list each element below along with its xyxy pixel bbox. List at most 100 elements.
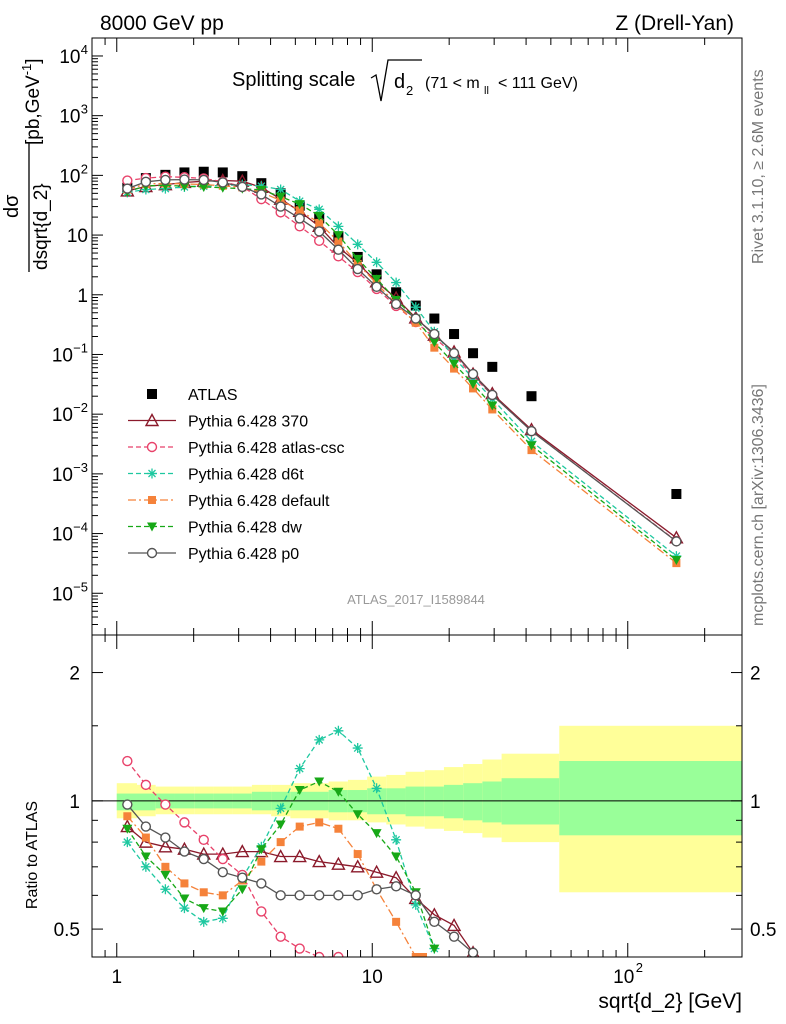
data-point-pythia-6-428-default bbox=[295, 206, 304, 215]
ratio-point-pythia-6-428-default bbox=[123, 812, 132, 821]
main-ytick-label: 10 bbox=[52, 465, 73, 486]
ratio-point-pythia-6-428-p0 bbox=[467, 947, 479, 957]
ratio-point-pythia-6-428-p0 bbox=[237, 872, 248, 883]
ratio-point-pythia-6-428-p0 bbox=[314, 890, 325, 901]
data-point-pythia-6-428-dw bbox=[198, 182, 209, 192]
ratio-stat-band bbox=[405, 786, 425, 817]
ylabel-denominator: dsqrt{d_2} bbox=[31, 183, 52, 270]
data-point-atlas bbox=[198, 166, 209, 177]
ylabel-numerator: dσ bbox=[1, 194, 23, 218]
data-point-pythia-6-428-p0 bbox=[371, 281, 382, 292]
ratio-point-pythia-6-428-d6t bbox=[391, 834, 402, 845]
ratio-point-pythia-6-428-d6t bbox=[122, 837, 133, 848]
ratio-point-pythia-6-428-p0 bbox=[217, 866, 228, 878]
data-point-pythia-6-428-p0 bbox=[352, 263, 363, 275]
ratio-point-pythia-6-428-atlas-csc bbox=[140, 779, 152, 791]
series-line-pythia-6-428-p0 bbox=[127, 178, 677, 542]
ratio-point-pythia-6-428-p0 bbox=[294, 890, 305, 901]
data-point-pythia-6-428-dw bbox=[526, 441, 537, 451]
title-sqrt-sign bbox=[370, 59, 422, 102]
ratio-line-pythia-6-428-d6t bbox=[126, 730, 435, 949]
ratio-point-pythia-6-428-default bbox=[392, 917, 401, 926]
data-point-pythia-6-428-p0 bbox=[160, 174, 171, 186]
ratio-point-pythia-6-428-dw bbox=[160, 870, 171, 880]
legend: ATLAS Pythia 6.428 370 Pythia 6.428 atlas-… bbox=[128, 387, 345, 563]
ratio-point-pythia-6-428-p0 bbox=[429, 916, 440, 928]
data-point-pythia-6-428-p0 bbox=[256, 189, 267, 200]
legend-label-pythia-6-428-d6t: Pythia 6.428 d6t bbox=[188, 467, 304, 484]
data-point-pythia-6-428-p0 bbox=[410, 313, 421, 324]
data-point-pythia-6-428-d6t bbox=[371, 257, 382, 268]
ratio-stat-band bbox=[482, 781, 502, 823]
ratio-point-pythia-6-428-370 bbox=[446, 917, 462, 932]
ratio-point-pythia-6-428-p0 bbox=[410, 890, 421, 901]
ratio-point-pythia-6-428-atlas-csc bbox=[294, 943, 305, 954]
legend-marker-pythia-6-428-dw bbox=[147, 522, 157, 532]
ratio-ytick-label: 1 bbox=[69, 792, 80, 813]
title-cut-end: < 111 GeV) bbox=[498, 75, 578, 92]
ratio-point-pythia-6-428-370 bbox=[312, 854, 327, 868]
ratio-point-pythia-6-428-dw bbox=[294, 786, 305, 796]
data-point-pythia-6-428-p0 bbox=[429, 328, 440, 340]
series-line-pythia-6-428-default bbox=[127, 182, 677, 564]
data-point-pythia-6-428-p0 bbox=[448, 348, 460, 359]
ratio-point-pythia-6-428-atlas-csc bbox=[122, 755, 133, 767]
ratio-point-pythia-6-428-dw bbox=[217, 907, 228, 917]
ratio-point-pythia-6-428-p0 bbox=[275, 890, 286, 901]
ratio-point-pythia-6-428-p0 bbox=[256, 878, 267, 889]
main-ytick-exponent: −2 bbox=[73, 400, 88, 415]
data-point-pythia-6-428-dw bbox=[671, 556, 682, 566]
ratio-point-pythia-6-428-d6t bbox=[217, 913, 228, 924]
ratio-point-pythia-6-428-default bbox=[199, 888, 208, 897]
legend-label-pythia-6-428-default: Pythia 6.428 default bbox=[188, 493, 330, 510]
data-point-pythia-6-428-d6t bbox=[314, 204, 325, 215]
data-point-pythia-6-428-p0 bbox=[314, 226, 325, 237]
data-point-pythia-6-428-d6t bbox=[410, 302, 421, 313]
ratio-point-pythia-6-428-370 bbox=[235, 844, 250, 858]
ratio-frame bbox=[91, 634, 743, 958]
legend-marker-pythia-6-428-370 bbox=[144, 413, 160, 427]
mcplots-label: mcplots.cern.ch [arXiv:1306.3436] bbox=[750, 384, 767, 626]
ratio-point-pythia-6-428-p0 bbox=[371, 884, 382, 895]
main-ytick-exponent: −1 bbox=[73, 340, 88, 355]
ratio-point-pythia-6-428-p0 bbox=[390, 881, 402, 892]
data-point-pythia-6-428-dw bbox=[314, 211, 325, 221]
ratio-point-pythia-6-428-default bbox=[419, 953, 428, 957]
ratio-point-pythia-6-428-d6t bbox=[275, 803, 286, 814]
legend-marker-pythia-6-428-p0 bbox=[146, 547, 158, 559]
ratio-point-pythia-6-428-d6t bbox=[294, 763, 305, 774]
data-point-pythia-6-428-dw bbox=[468, 380, 479, 390]
data-point-atlas bbox=[449, 329, 460, 340]
ratio-stat-band bbox=[136, 793, 156, 811]
data-point-pythia-6-428-atlas-csc bbox=[314, 235, 325, 247]
data-point-pythia-6-428-default bbox=[315, 218, 324, 227]
series-line-pythia-6-428-370 bbox=[127, 179, 677, 539]
ratio-ytick-label: 2 bbox=[69, 664, 80, 685]
title-d-subscript: 2 bbox=[406, 83, 413, 98]
ratio-point-pythia-6-428-370 bbox=[350, 859, 365, 873]
ratio-point-pythia-6-428-d6t bbox=[179, 903, 190, 914]
ratio-point-pythia-6-428-dw bbox=[198, 904, 209, 914]
main-ytick-exponent: 3 bbox=[81, 102, 88, 117]
data-point-pythia-6-428-dw bbox=[429, 338, 440, 348]
header-right: Z (Drell-Yan) bbox=[615, 12, 734, 35]
main-ytick-label: 10 bbox=[52, 525, 73, 546]
ratio-point-pythia-6-428-default bbox=[218, 891, 227, 900]
ratio-point-pythia-6-428-p0 bbox=[140, 821, 152, 832]
ylabel-unit: [pb,GeV-1] bbox=[19, 58, 44, 145]
data-point-pythia-6-428-p0 bbox=[179, 174, 190, 185]
data-point-pythia-6-428-dw bbox=[333, 231, 344, 241]
main-ytick-label: 1 bbox=[77, 286, 88, 307]
legend-label-pythia-6-428-370: Pythia 6.428 370 bbox=[188, 414, 308, 431]
ratio-point-pythia-6-428-atlas-csc bbox=[275, 931, 286, 942]
data-point-pythia-6-428-dw bbox=[371, 274, 382, 284]
main-ytick-label: 10 bbox=[59, 166, 80, 187]
data-point-pythia-6-428-d6t bbox=[352, 239, 363, 250]
ratio-point-pythia-6-428-370 bbox=[254, 844, 269, 858]
legend-marker-atlas bbox=[147, 389, 157, 399]
ratio-point-pythia-6-428-370 bbox=[158, 839, 173, 853]
ratio-ylabel: Ratio to ATLAS bbox=[24, 801, 41, 909]
data-point-pythia-6-428-d6t bbox=[275, 184, 286, 195]
